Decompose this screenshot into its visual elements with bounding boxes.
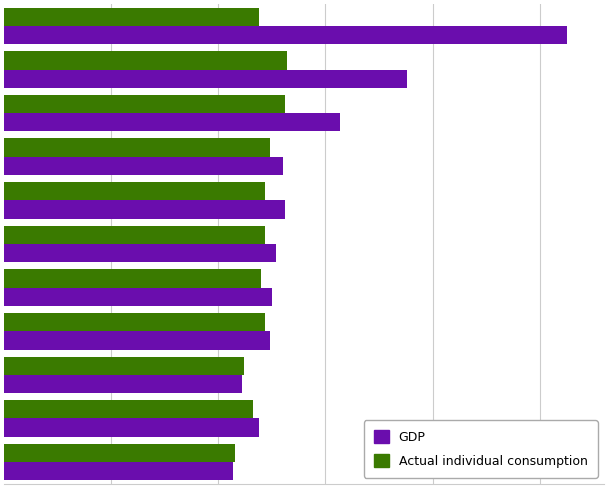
Bar [4, 244, 276, 263]
Bar [4, 225, 266, 244]
Bar [4, 313, 266, 331]
Legend: GDP, Actual individual consumption: GDP, Actual individual consumption [364, 420, 598, 478]
Bar [4, 139, 270, 157]
Bar [4, 375, 242, 393]
Bar [4, 157, 283, 175]
Bar [4, 113, 340, 131]
Bar [4, 26, 567, 44]
Bar [4, 201, 285, 219]
Bar [4, 357, 244, 375]
Bar [4, 418, 259, 437]
Bar [4, 269, 261, 287]
Bar [4, 95, 285, 113]
Bar [4, 444, 235, 462]
Bar [4, 400, 252, 418]
Bar [4, 70, 407, 88]
Bar [4, 8, 259, 26]
Bar [4, 51, 287, 70]
Bar [4, 287, 272, 306]
Bar [4, 331, 270, 349]
Bar [4, 182, 266, 201]
Bar [4, 462, 233, 480]
